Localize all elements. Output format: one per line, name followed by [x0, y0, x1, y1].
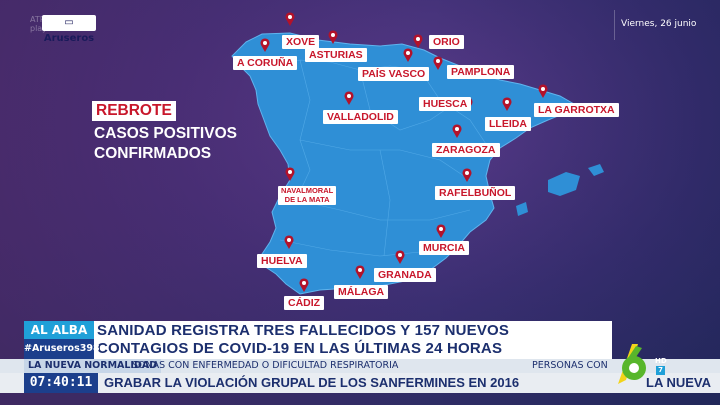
ticker-bottom-text: GRABAR LA VIOLACIÓN GRUPAL DE LOS SANFER…: [104, 375, 520, 390]
channel-logo: ▭ Aruseros: [42, 15, 96, 44]
ticker-bottom-text-right: LA NUEVA: [646, 375, 711, 390]
subtitle-line-1: CASOS POSITIVOS: [94, 125, 237, 142]
map-pin-icon: [436, 224, 446, 238]
location-label-murcia: MURCIA: [419, 241, 469, 255]
map-pin-icon: [433, 56, 443, 70]
divider: [614, 10, 615, 40]
channel-six-logo-icon: [618, 344, 646, 384]
map-pin-icon: [462, 168, 472, 182]
location-label-cadiz: CÁDIZ: [284, 296, 325, 310]
map-pin-icon: [355, 265, 365, 279]
ticker-top-text-right: PERSONAS CON: [532, 360, 608, 371]
age-rating-badge: 7: [656, 366, 665, 375]
map-pin-icon: [344, 91, 354, 105]
location-label-xove: XOVE: [282, 35, 320, 49]
location-label-a-coruna: A CORUÑA: [233, 56, 298, 70]
clock: 07:40:11: [24, 373, 98, 393]
graphic-title: REBROTE: [92, 101, 176, 121]
graphic-subtitle: CASOS POSITIVOS CONFIRMADOS: [94, 124, 237, 164]
spain-mainland-shape: [231, 32, 575, 295]
location-label-lleida: LLEIDA: [485, 117, 531, 131]
date-label: Viernes, 26 junio: [621, 19, 697, 29]
map-pin-icon: [452, 124, 462, 138]
headline-line-1: SANIDAD REGISTRA TRES FALLECIDOS Y 157 N…: [97, 322, 510, 339]
map-pin-icon: [285, 12, 295, 26]
location-label-valladolid: VALLADOLID: [323, 110, 398, 124]
mallorca-shape: [548, 172, 580, 196]
map-pin-icon: [299, 278, 309, 292]
map-pin-icon: [395, 250, 405, 264]
location-label-huelva: HUELVA: [257, 254, 307, 268]
menorca-shape: [588, 164, 604, 176]
ibiza-shape: [516, 202, 528, 216]
location-label-asturias: ASTURIAS: [305, 48, 367, 62]
subtitle-line-2: CONFIRMADOS: [94, 145, 212, 162]
channel-logo-text: Aruseros: [43, 33, 95, 44]
location-label-pamplona: PAMPLONA: [447, 65, 515, 79]
location-label-la-garrotxa: LA GARROTXA: [534, 103, 619, 117]
map-pin-icon: [538, 84, 548, 98]
ticker-top-bar: [0, 359, 720, 373]
headline-line-2: CONTAGIOS DE COVID-19 EN LAS ÚLTIMAS 24 …: [97, 340, 503, 357]
program-hashtag: #Aruseros398: [24, 339, 100, 359]
tv-icon: ▭: [64, 17, 74, 28]
headline: SANIDAD REGISTRA TRES FALLECIDOS Y 157 N…: [97, 322, 509, 358]
map-pin-icon: [260, 38, 270, 52]
map-pin-icon: [413, 34, 423, 48]
ticker-bottom-bar: [0, 373, 720, 393]
map-pin-icon: [284, 235, 294, 249]
map-pin-icon: [403, 48, 413, 62]
location-label-orio: ORIO: [429, 35, 464, 49]
location-label-rafelbunol: RAFELBUÑOL: [435, 186, 516, 200]
location-label-zaragoza: ZARAGOZA: [432, 143, 500, 157]
ticker-top-text: SONAS CON ENFERMEDAD O DIFICULTAD RESPIR…: [132, 360, 399, 371]
location-label-pais-vasco: PAÍS VASCO: [358, 67, 430, 81]
location-label-huesca: HUESCA: [419, 97, 472, 111]
ticker-section-label: LA NUEVA NORMALIDAD: [24, 359, 162, 373]
location-label-malaga: MÁLAGA: [334, 285, 389, 299]
map-pin-icon: [328, 30, 338, 44]
hd-badge: HD: [655, 357, 667, 365]
program-name: AL ALBA: [24, 321, 94, 339]
map-pin-icon: [502, 97, 512, 111]
location-label-navalmoral-de-la-mata: NAVALMORAL DE LA MATA: [278, 186, 337, 205]
map-pin-icon: [285, 167, 295, 181]
headline-bar: [92, 321, 612, 359]
location-label-granada: GRANADA: [374, 268, 436, 282]
